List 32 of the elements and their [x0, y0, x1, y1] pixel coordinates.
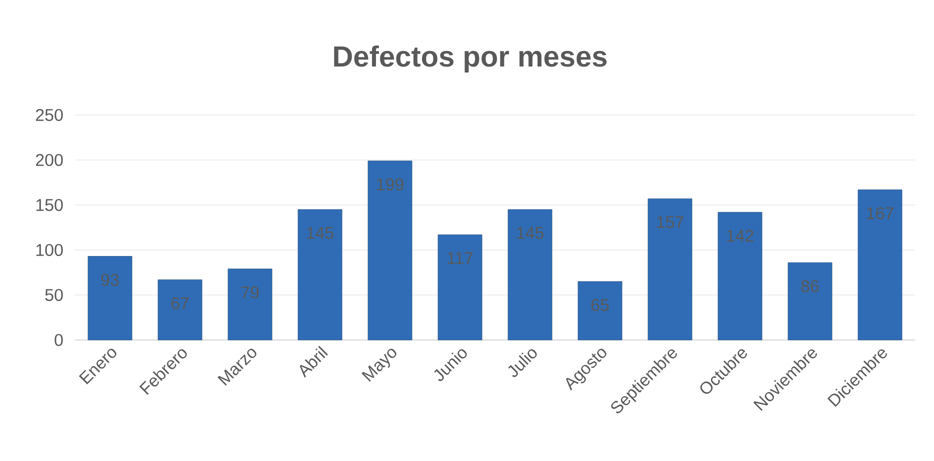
y-tick-label: 100	[36, 244, 63, 256]
data-label: 145	[517, 227, 544, 239]
data-label: 65	[591, 299, 609, 312]
bar	[158, 280, 202, 340]
y-tick-label: 250	[36, 108, 63, 122]
data-label: 199	[377, 178, 404, 190]
data-label: 157	[657, 216, 684, 228]
y-tick-label: 0	[54, 334, 63, 346]
chart-title: Defectos por meses	[334, 45, 607, 73]
data-label: 145	[307, 227, 334, 239]
bar	[88, 256, 132, 340]
bar	[648, 198, 692, 340]
y-tick-label: 150	[36, 198, 63, 212]
data-label: 93	[101, 274, 119, 286]
bar	[508, 209, 552, 340]
data-label: 79	[241, 286, 259, 298]
bar	[858, 190, 902, 340]
data-label: 167	[867, 207, 894, 220]
x-tick-label: Julio	[508, 349, 537, 378]
data-label: 67	[171, 297, 189, 310]
data-label: 86	[801, 280, 819, 292]
y-tick-label: 50	[45, 288, 63, 302]
bar	[438, 234, 482, 340]
data-label: 142	[727, 230, 754, 242]
bar	[718, 212, 762, 340]
bar	[228, 268, 272, 340]
bar	[578, 281, 622, 340]
bar	[368, 160, 412, 340]
data-label: 117	[448, 252, 473, 264]
bar	[788, 262, 832, 340]
bar	[298, 209, 342, 340]
y-tick-label: 200	[36, 154, 63, 166]
